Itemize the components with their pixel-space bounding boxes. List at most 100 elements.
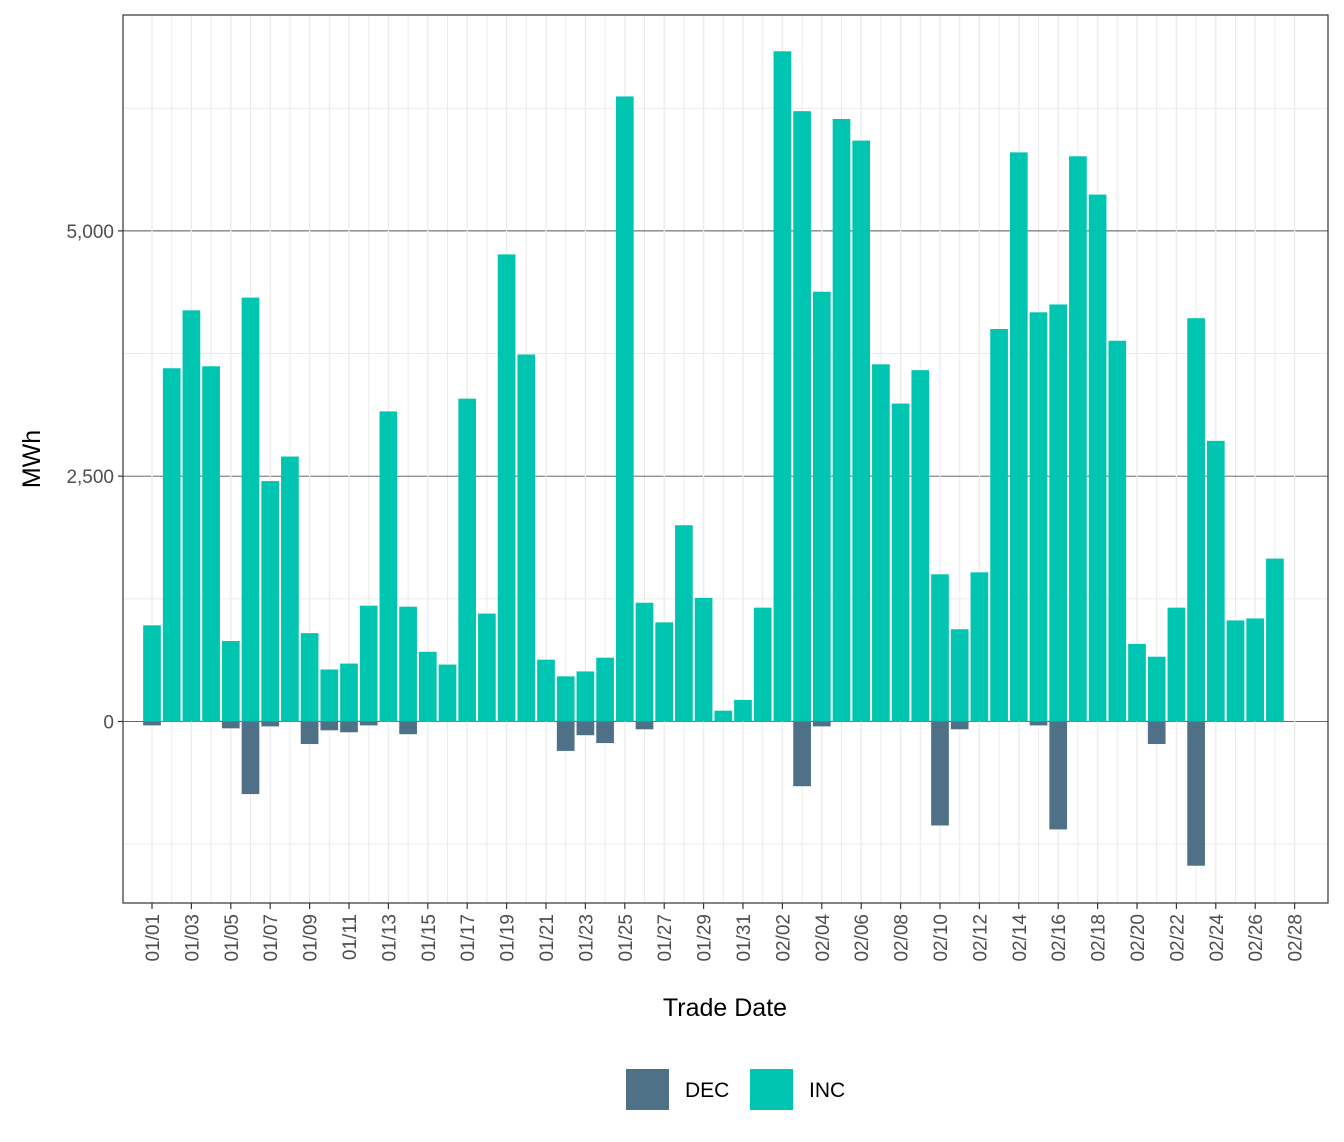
bar-inc-01-16 [438,664,457,722]
bar-dec-01-01 [143,721,161,726]
x-tick-label: 02/14 [1010,914,1031,962]
bar-dec-02-23 [1187,721,1205,866]
bar-dec-02-21 [1147,721,1166,745]
x-tick-label: 01/05 [222,914,243,962]
bar-inc-01-13 [379,411,398,722]
bar-dec-01-10 [320,721,339,731]
bar-inc-02-24 [1206,440,1225,722]
x-tick-label: 02/06 [852,914,873,962]
bar-inc-02-12 [970,572,989,722]
bar-inc-01-24 [596,657,614,722]
bar-dec-02-16 [1049,721,1068,830]
x-tick-label: 01/31 [734,914,755,962]
bar-inc-01-08 [281,456,299,722]
bar-inc-01-03 [182,310,201,722]
bar-dec-01-06 [241,721,260,795]
bar-inc-02-26 [1246,618,1265,722]
bar-inc-02-17 [1069,156,1087,722]
bar-inc-02-07 [872,364,890,722]
x-tick-label: 02/04 [813,914,834,962]
x-tick-label: 02/22 [1167,914,1188,962]
bar-inc-02-08 [891,403,910,722]
x-tick-label: 01/11 [340,914,361,960]
bar-inc-02-23 [1187,318,1205,722]
bar-inc-02-11 [950,629,969,722]
bar-inc-01-26 [635,602,654,722]
x-tick-label: 01/27 [655,914,676,962]
bar-inc-01-21 [537,659,555,722]
bar-inc-02-05 [832,119,851,722]
bar-inc-01-07 [261,481,280,722]
x-tick-label: 01/15 [419,914,440,962]
bar-inc-02-25 [1226,620,1245,722]
x-tick-label: 01/17 [458,914,479,962]
bar-inc-01-31 [734,699,752,722]
y-tick-label: 0 [103,712,114,733]
x-tick-label: 01/01 [143,914,164,962]
bar-dec-01-11 [340,721,358,733]
bar-inc-01-14 [399,606,417,722]
bar-dec-01-09 [300,721,319,745]
bar-inc-02-15 [1029,312,1048,722]
x-tick-label: 01/03 [182,914,203,962]
x-tick-label: 01/21 [537,914,558,962]
x-axis-title: Trade Date [663,994,787,1022]
bar-inc-01-04 [202,366,220,722]
x-tick-label: 01/23 [576,914,597,962]
x-tick-label: 01/13 [379,914,400,962]
bar-dec-02-04 [812,721,831,727]
bar-dec-01-07 [261,721,280,727]
x-tick-label: 02/20 [1128,914,1149,962]
bar-inc-01-20 [517,354,536,722]
panel-border [122,14,1329,904]
bar-inc-02-22 [1167,607,1186,722]
bar-inc-01-12 [359,605,378,722]
x-tick-label: 02/10 [931,914,952,962]
bar-inc-01-28 [675,525,693,722]
bar-inc-02-16 [1049,304,1068,722]
bar-inc-01-23 [576,671,595,722]
bar-dec-01-22 [556,721,575,751]
bar-dec-02-15 [1029,721,1048,726]
bar-inc-01-11 [340,663,358,722]
bar-inc-02-13 [990,328,1008,722]
bar-dec-02-03 [793,721,811,787]
x-tick-label: 01/09 [301,914,322,962]
x-tick-label: 01/07 [261,914,282,962]
bar-inc-01-25 [615,96,634,722]
bar-inc-01-10 [320,669,339,722]
bar-inc-01-27 [655,622,674,722]
x-tick-label: 02/26 [1246,914,1267,962]
bar-dec-01-23 [576,721,595,736]
bar-inc-02-04 [812,291,831,722]
bar-inc-01-22 [556,676,575,722]
bar-dec-02-10 [931,721,949,826]
legend-key-inc [750,1069,793,1110]
bars [143,51,1284,866]
legend-label-inc: INC [809,1079,845,1102]
bar-inc-02-01 [753,607,772,722]
bar-inc-02-20 [1128,643,1146,722]
legend-label-dec: DEC [685,1079,729,1102]
major-gridlines [123,15,1328,903]
bar-inc-02-14 [1009,152,1028,722]
bar-inc-01-01 [143,625,161,722]
bar-dec-01-12 [359,721,378,726]
bar-inc-01-09 [300,633,319,722]
legend-key-dec [626,1069,669,1110]
bar-inc-02-02 [773,51,792,722]
bar-inc-02-27 [1266,558,1284,722]
x-tick-label: 02/18 [1089,914,1110,962]
x-tick-label: 02/02 [773,914,794,962]
bar-dec-02-11 [950,721,969,730]
x-tick-label: 02/28 [1286,914,1307,962]
bar-inc-01-29 [694,597,713,722]
bar-inc-01-19 [497,254,516,722]
bar-inc-01-06 [241,297,260,722]
x-tick-label: 02/16 [1049,914,1070,962]
bar-dec-01-26 [635,721,654,730]
bar-inc-02-18 [1088,194,1107,722]
bar-inc-02-19 [1108,340,1127,722]
legend: DEC INC [626,1069,845,1110]
